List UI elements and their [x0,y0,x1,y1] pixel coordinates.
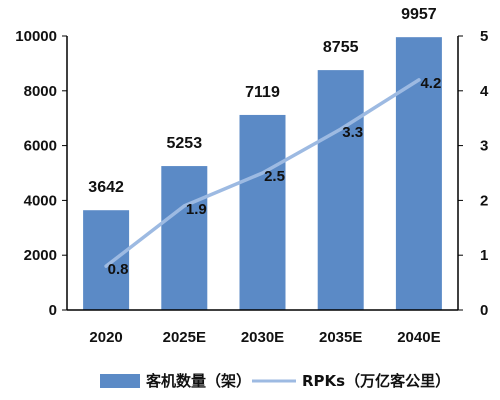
bar-value-label: 9957 [401,6,437,23]
x-tick-label: 2035E [319,329,362,346]
legend-swatch-bar [100,374,140,388]
bar-value-label: 8755 [323,39,359,56]
x-tick-label: 2020 [89,329,122,346]
line-data-labels: 0.8 1.9 2.5 3.3 4.2 [108,75,442,278]
right-y-tick-label: 1 [480,247,488,264]
legend-label-line: RPKs（万亿客公里） [302,372,450,390]
x-tick-label: 2040E [397,329,440,346]
rpks-point-2025E [182,204,186,208]
left-y-tick-label: 0 [49,302,57,319]
right-y-tick-label: 5 [480,28,488,45]
rpks-value-label: 0.8 [108,261,129,278]
bar-value-label: 3642 [88,179,124,196]
rpks-point-2020 [104,264,108,268]
legend: 客机数量（架） RPKs（万亿客公里） [100,372,450,390]
rpks-point-2040E [417,78,421,82]
bar-2035E [317,70,364,310]
rpks-value-label: 4.2 [420,75,441,92]
right-y-tick-label: 2 [480,192,488,209]
bar-2020 [83,210,130,310]
rpks-point-2035E [339,127,343,131]
bar-data-labels: 3642 5253 7119 8755 9957 [88,6,436,196]
x-axis-ticks: 2020 2025E 2030E 2035E 2040E [89,329,440,346]
axes [66,36,459,311]
left-y-tick-label: 2000 [24,247,57,264]
right-y-tick-label: 3 [480,138,488,155]
rpks-value-label: 1.9 [186,201,207,218]
right-y-axis-ticks: 0 1 2 3 4 5 [458,28,489,319]
bar-2025E [161,166,208,310]
right-y-tick-label: 0 [480,302,488,319]
left-y-tick-label: 4000 [24,192,57,209]
bar-value-label: 5253 [167,135,203,152]
left-y-tick-label: 6000 [24,138,57,155]
bar-2040E [395,37,442,311]
x-tick-label: 2030E [241,329,284,346]
bar-2030E [239,114,286,311]
rpks-value-label: 3.3 [342,124,363,141]
right-y-tick-label: 4 [480,83,489,100]
left-y-axis-ticks: 0 2000 4000 6000 8000 10000 [15,28,67,319]
left-y-tick-label: 8000 [24,83,57,100]
x-tick-label: 2025E [163,329,206,346]
legend-label-bar: 客机数量（架） [145,372,251,390]
bar-series [83,37,442,311]
rpks-value-label: 2.5 [264,168,285,185]
bar-value-label: 7119 [245,84,280,101]
line-series [104,78,421,268]
left-y-tick-label: 10000 [15,28,57,45]
rpks-point-2030E [261,171,264,175]
